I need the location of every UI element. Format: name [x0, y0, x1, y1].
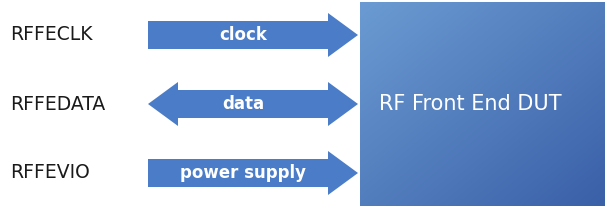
Polygon shape — [148, 82, 358, 126]
Text: RFFEVIO: RFFEVIO — [10, 163, 90, 182]
Polygon shape — [148, 13, 358, 57]
Text: power supply: power supply — [180, 164, 306, 182]
Text: data: data — [222, 95, 264, 113]
Text: RFFEDATA: RFFEDATA — [10, 94, 105, 114]
Polygon shape — [148, 151, 358, 195]
Text: RF Front End DUT: RF Front End DUT — [379, 94, 561, 114]
Text: clock: clock — [219, 26, 267, 44]
Text: RFFECLK: RFFECLK — [10, 26, 92, 45]
